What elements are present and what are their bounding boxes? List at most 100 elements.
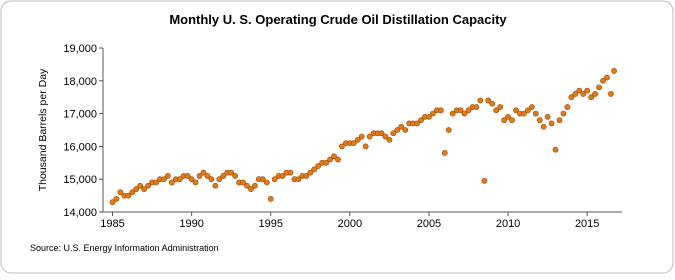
y-tick-label: 14,000 bbox=[63, 207, 97, 219]
point bbox=[584, 87, 591, 94]
point bbox=[335, 156, 341, 163]
point bbox=[560, 110, 567, 117]
point bbox=[477, 97, 484, 104]
point bbox=[137, 182, 144, 189]
point bbox=[465, 107, 472, 114]
point bbox=[576, 87, 583, 94]
point bbox=[161, 176, 167, 183]
point bbox=[497, 104, 504, 110]
point bbox=[513, 107, 519, 114]
point bbox=[481, 177, 488, 184]
point bbox=[548, 120, 555, 127]
x-tick-label: 1985 bbox=[100, 218, 124, 230]
point bbox=[430, 110, 436, 117]
chart-title: Monthly U. S. Operating Crude Oil Distil… bbox=[169, 12, 507, 27]
point bbox=[540, 123, 547, 130]
point bbox=[315, 163, 322, 169]
point bbox=[311, 166, 318, 173]
point bbox=[164, 173, 171, 179]
point bbox=[418, 117, 424, 124]
point bbox=[536, 117, 543, 124]
point bbox=[588, 94, 595, 101]
point bbox=[552, 146, 559, 153]
point bbox=[378, 130, 385, 137]
point bbox=[354, 136, 361, 143]
point bbox=[528, 104, 535, 110]
point bbox=[394, 127, 401, 133]
point bbox=[501, 117, 508, 124]
point bbox=[564, 104, 571, 110]
point bbox=[386, 136, 393, 143]
point bbox=[596, 84, 602, 91]
point bbox=[228, 169, 235, 176]
x-tick-label: 1995 bbox=[258, 218, 282, 230]
point bbox=[109, 199, 116, 206]
point bbox=[544, 113, 551, 120]
point bbox=[509, 117, 515, 124]
x-tick-label: 2015 bbox=[575, 218, 599, 230]
point bbox=[485, 97, 492, 104]
point bbox=[259, 176, 266, 183]
point bbox=[117, 189, 124, 196]
point bbox=[524, 107, 531, 114]
point bbox=[580, 91, 587, 97]
point bbox=[382, 133, 389, 140]
point bbox=[287, 169, 294, 176]
point bbox=[592, 91, 599, 97]
point bbox=[232, 173, 239, 179]
x-tick-label: 1990 bbox=[179, 218, 203, 230]
point bbox=[457, 107, 464, 114]
point bbox=[489, 100, 496, 107]
point bbox=[176, 176, 183, 183]
source: Source: U.S. Energy Information Administ… bbox=[30, 243, 219, 253]
point bbox=[520, 110, 527, 117]
x-tick-label: 2000 bbox=[338, 218, 362, 230]
y-tick-label: 15,000 bbox=[63, 174, 97, 186]
y-axis-label: Thousand Barrels per Day bbox=[37, 68, 49, 191]
point bbox=[168, 179, 175, 186]
point bbox=[220, 173, 227, 179]
point bbox=[568, 94, 575, 101]
point bbox=[307, 169, 314, 176]
point bbox=[279, 173, 286, 179]
point bbox=[339, 143, 345, 150]
point bbox=[532, 110, 539, 117]
point bbox=[437, 107, 444, 114]
y-tick-label: 17,000 bbox=[63, 109, 97, 121]
x-tick-label: 2005 bbox=[417, 218, 441, 230]
point bbox=[192, 179, 199, 186]
point bbox=[248, 186, 254, 192]
point bbox=[267, 195, 274, 202]
y-tick-label: 19,000 bbox=[63, 43, 97, 55]
point bbox=[184, 173, 191, 179]
point bbox=[196, 173, 203, 179]
point bbox=[200, 169, 207, 176]
point bbox=[113, 195, 120, 202]
point bbox=[461, 110, 468, 117]
point bbox=[244, 182, 250, 189]
point bbox=[252, 182, 258, 189]
point bbox=[390, 130, 397, 137]
point bbox=[133, 186, 140, 192]
point bbox=[323, 159, 330, 166]
point bbox=[350, 140, 357, 147]
point bbox=[604, 74, 610, 81]
point bbox=[240, 179, 246, 186]
y-tick-label: 16,000 bbox=[63, 141, 97, 153]
point bbox=[358, 133, 365, 140]
point bbox=[572, 91, 579, 97]
point bbox=[188, 176, 195, 183]
point bbox=[129, 189, 136, 196]
point bbox=[398, 123, 405, 130]
point bbox=[414, 120, 420, 127]
point bbox=[505, 113, 511, 120]
point bbox=[556, 117, 563, 124]
point bbox=[445, 127, 452, 133]
point bbox=[441, 150, 448, 156]
point bbox=[153, 179, 159, 186]
point bbox=[402, 127, 409, 133]
point bbox=[125, 192, 132, 199]
frame bbox=[0, 0, 674, 274]
